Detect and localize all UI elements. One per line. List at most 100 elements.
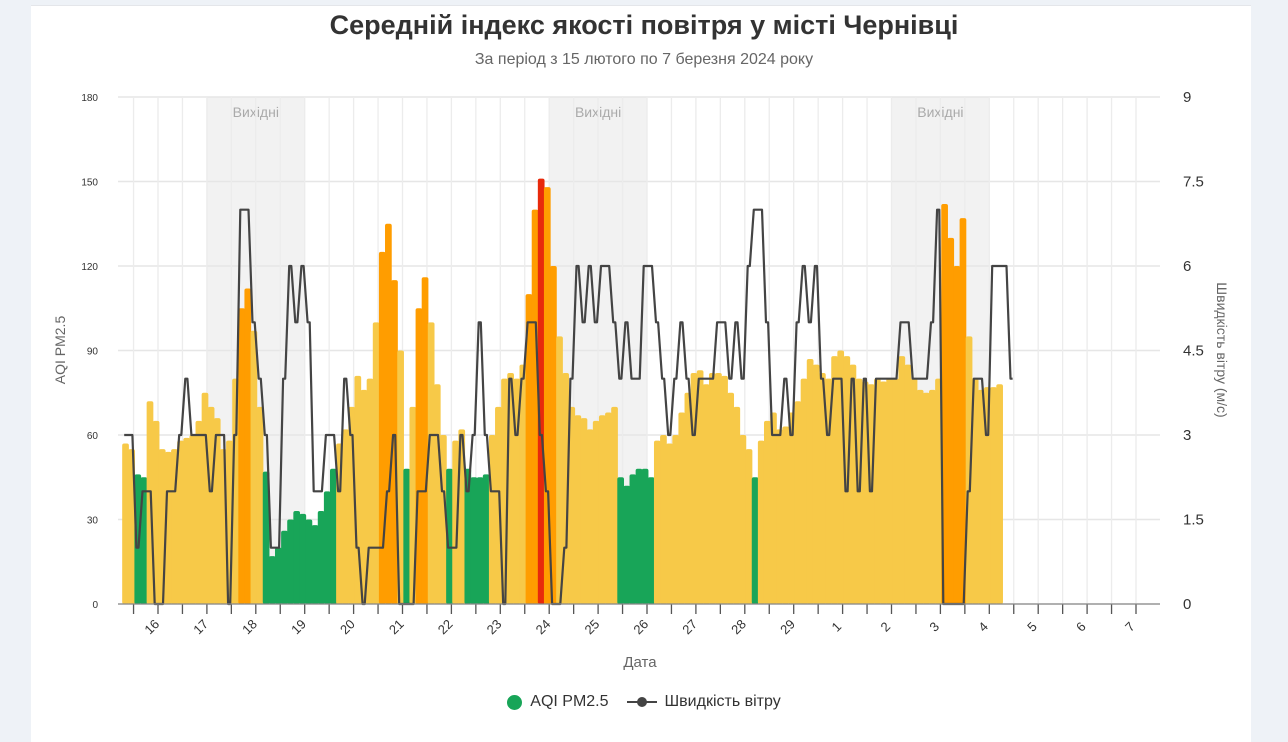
- aqi-bar: [360, 389, 368, 604]
- aqi-bar: [452, 440, 459, 604]
- aqi-bar: [574, 415, 582, 604]
- y2-tick-label: 7.5: [1183, 174, 1204, 191]
- aqi-bar: [519, 364, 527, 604]
- aqi-bar: [757, 440, 765, 604]
- aqi-area: [122, 178, 1003, 605]
- aqi-bar: [605, 412, 612, 604]
- aqi-bar: [892, 378, 900, 604]
- x-tick-label: 18: [239, 616, 260, 637]
- aqi-bar: [305, 519, 313, 604]
- aqi-bar: [977, 389, 985, 604]
- aqi-bar: [984, 387, 991, 604]
- wind-speed-line: [124, 208, 1013, 606]
- aqi-bar: [464, 468, 472, 604]
- aqi-bar: [122, 443, 129, 604]
- aqi-bar: [268, 556, 276, 604]
- aqi-bar: [788, 412, 796, 604]
- aqi-bar: [922, 392, 930, 604]
- y2-tick-label: 9: [1183, 89, 1191, 106]
- y-tick-label: 30: [87, 516, 99, 527]
- aqi-bar: [537, 178, 545, 604]
- aqi-bar: [727, 392, 735, 604]
- x-tick-label: 3: [926, 619, 942, 635]
- aqi-bar: [696, 370, 704, 604]
- aqi-bar: [238, 308, 246, 604]
- aqi-bar: [482, 474, 490, 604]
- aqi-bar: [287, 519, 294, 604]
- aqi-bar: [739, 435, 747, 604]
- legend-item-wind[interactable]: Швидкість вітру: [626, 693, 781, 711]
- x-tick-label: 24: [533, 616, 554, 637]
- y2-tick-label: 0: [1183, 596, 1191, 613]
- aqi-bar: [831, 356, 838, 604]
- aqi-bar: [397, 350, 404, 604]
- aqi-bar: [385, 223, 392, 604]
- x-tick-label: 7: [1122, 619, 1138, 635]
- aqi-bar: [678, 412, 686, 604]
- chart-subtitle: За період з 15 лютого по 7 березня 2024 …: [474, 51, 814, 68]
- aqi-bar: [806, 358, 814, 604]
- aqi-bar: [910, 378, 918, 604]
- aqi-bar: [611, 406, 618, 604]
- aqi-bar: [684, 392, 692, 604]
- aqi-bar: [177, 440, 184, 604]
- aqi-bar: [592, 420, 600, 604]
- aqi-bar: [580, 418, 588, 604]
- x-tick-label: 29: [777, 616, 798, 637]
- aqi-bar: [531, 209, 539, 604]
- aqi-bar: [929, 389, 936, 604]
- aqi-bar: [195, 420, 203, 604]
- aqi-bar: [629, 474, 637, 604]
- aqi-bar: [378, 251, 386, 604]
- aqi-bar: [244, 288, 252, 604]
- x-tick-label: 21: [386, 616, 407, 637]
- x-tick-label: 26: [630, 616, 651, 637]
- aqi-bar: [837, 350, 845, 604]
- aqi-bar: [189, 435, 197, 604]
- aqi-bar: [299, 513, 307, 604]
- legend-label-wind: Швидкість вітру: [664, 693, 781, 710]
- aqi-bar: [164, 451, 172, 604]
- aqi-bar: [598, 415, 606, 604]
- x-tick-label: 6: [1073, 619, 1089, 635]
- x-tick-label: 16: [141, 616, 162, 637]
- aqi-bar: [403, 468, 411, 604]
- aqi-bar: [311, 525, 319, 604]
- aqi-bar: [556, 336, 563, 604]
- y2-tick-label: 4.5: [1183, 343, 1204, 360]
- aqi-bar: [152, 420, 160, 604]
- aqi-bar: [207, 406, 215, 604]
- aqi-bar: [935, 378, 942, 604]
- x-tick-label: 28: [728, 616, 749, 637]
- aqi-bar: [776, 429, 783, 604]
- aqi-bar: [880, 381, 887, 604]
- aqi-bar: [763, 420, 771, 604]
- aqi-bar: [617, 477, 625, 604]
- y-tick-label: 0: [92, 600, 98, 611]
- aqi-bar: [421, 277, 429, 604]
- aqi-bar: [745, 449, 753, 604]
- aqi-bar: [568, 406, 576, 604]
- aqi-bar: [886, 378, 893, 604]
- aqi-bar: [281, 530, 288, 604]
- aqi-bar: [660, 435, 667, 604]
- aqi-bar: [330, 468, 337, 604]
- aqi-bar: [372, 322, 380, 604]
- legend-item-aqi[interactable]: AQI PM2.5: [507, 693, 609, 711]
- y-tick-label: 90: [87, 347, 99, 358]
- aqi-bar: [647, 477, 655, 604]
- x-tick-label: 27: [679, 616, 700, 637]
- aqi-bar: [800, 378, 808, 604]
- aqi-bar: [470, 477, 478, 604]
- x-tick-label: 19: [288, 616, 309, 637]
- aqi-bar: [751, 477, 759, 604]
- aqi-bar: [770, 412, 777, 604]
- y-axis-title: AQI PM2.5: [52, 316, 68, 385]
- y2-axis-title: Швидкість вітру (м/с): [1214, 282, 1230, 417]
- aqi-bar: [623, 485, 631, 604]
- aqi-bar: [916, 389, 924, 604]
- aqi-bar: [134, 474, 142, 604]
- aqi-bar: [819, 373, 826, 604]
- aqi-bar: [586, 429, 594, 604]
